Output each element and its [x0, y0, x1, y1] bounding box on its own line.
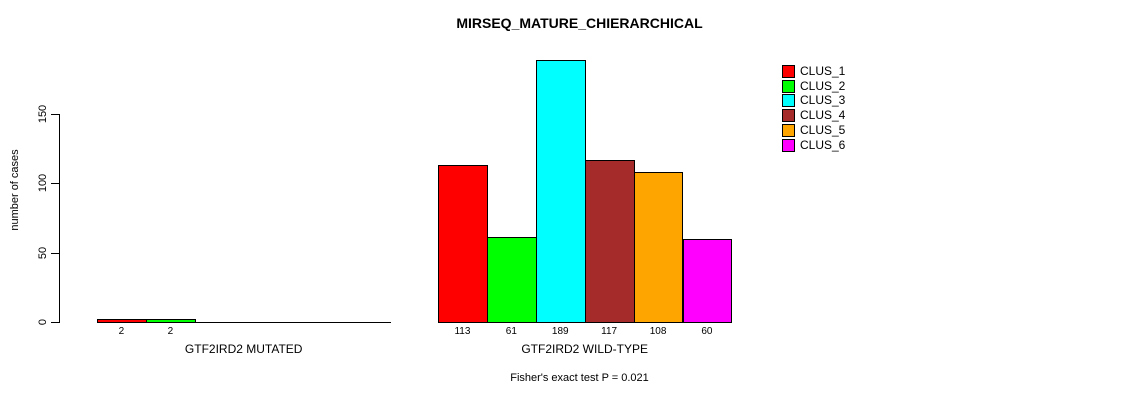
- legend-swatch-clus_6: [782, 138, 795, 152]
- bar-value-label: 61: [505, 326, 517, 337]
- y-axis-tick-label: 150: [37, 104, 49, 124]
- x-axis-baseline: [97, 322, 392, 323]
- legend-swatch-clus_5: [782, 123, 795, 137]
- legend-item-label: CLUS_1: [800, 64, 846, 78]
- bar-value-label: 117: [601, 326, 618, 337]
- legend-item-label: CLUS_4: [800, 108, 846, 123]
- footnote-fisher-test: Fisher's exact test P = 0.021: [510, 372, 649, 384]
- y-axis-label: number of cases: [9, 149, 21, 231]
- group-label: GTF2IRD2 WILD-TYPE: [521, 342, 649, 356]
- legend-swatch-clus_3: [782, 94, 795, 108]
- legend-item-clus_6: CLUS_6: [782, 137, 872, 152]
- y-axis-tick-label: 100: [37, 174, 49, 193]
- bar-value-label: 2: [167, 326, 174, 337]
- bar-clus_2: [486, 237, 537, 323]
- bar-value-label: 2: [118, 326, 125, 337]
- bar-clus_6: [682, 238, 733, 323]
- bar-value-label: 113: [454, 326, 471, 337]
- chart-title: MIRSEQ_MATURE_CHIERARCHICAL: [456, 15, 703, 31]
- legend-swatch-clus_1: [782, 65, 795, 78]
- group-label: GTF2IRD2 MUTATED: [184, 342, 303, 356]
- y-axis-tick: [51, 252, 59, 254]
- y-axis-tick: [51, 322, 59, 323]
- legend-item-label: CLUS_3: [800, 93, 846, 108]
- y-axis-tick: [51, 183, 59, 185]
- legend-swatch-clus_4: [782, 109, 795, 123]
- y-axis-tick-label: 0: [37, 318, 49, 326]
- y-axis-line: [59, 114, 60, 323]
- legend-item-label: CLUS_6: [800, 137, 846, 152]
- legend-item-clus_2: CLUS_2: [782, 78, 872, 93]
- bar-clus_1: [97, 319, 147, 323]
- legend: CLUS_1 CLUS_2 CLUS_3 CLUS_4 CLUS_5 CLUS_6: [782, 65, 872, 160]
- bar-value-label: 108: [649, 326, 667, 337]
- legend-item-clus_5: CLUS_5: [782, 122, 872, 137]
- bar-clus_4: [584, 159, 635, 323]
- bar-clus_3: [535, 59, 586, 323]
- y-axis-tick-label: 50: [37, 246, 49, 259]
- legend-item-clus_3: CLUS_3: [782, 93, 872, 108]
- legend-item-clus_4: CLUS_4: [782, 108, 872, 123]
- bar-clus_5: [633, 172, 684, 323]
- legend-item-label: CLUS_5: [800, 122, 846, 137]
- bar-value-label: 60: [701, 326, 713, 337]
- bar-clus_1: [438, 165, 488, 323]
- bar-clus_2: [145, 319, 196, 323]
- legend-item-clus_1: CLUS_1: [782, 65, 872, 78]
- y-axis-tick: [51, 114, 59, 115]
- bar-value-label: 189: [551, 326, 569, 337]
- legend-item-label: CLUS_2: [800, 78, 846, 93]
- legend-swatch-clus_2: [782, 79, 795, 93]
